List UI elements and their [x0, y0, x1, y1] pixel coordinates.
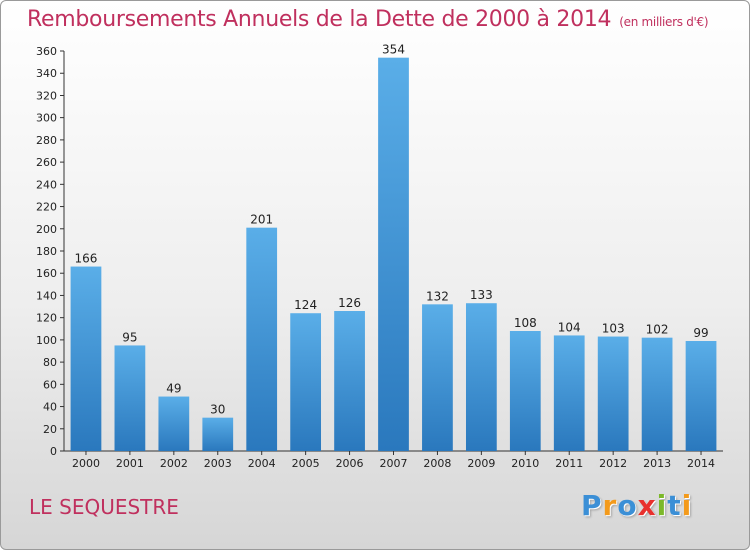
logo-letter: x	[637, 489, 657, 522]
bar-value-label: 126	[338, 296, 361, 310]
chart-unit: (en milliers d'€)	[619, 15, 709, 29]
x-tick-label: 2008	[423, 457, 451, 470]
bar-value-label: 99	[693, 326, 708, 340]
bar-value-label: 132	[426, 289, 449, 303]
x-tick-label: 2006	[336, 457, 364, 470]
y-tick-label: 280	[36, 134, 57, 147]
bar	[378, 57, 409, 452]
x-tick-label: 2009	[467, 457, 495, 470]
commune-name: LE SEQUESTRE	[29, 495, 179, 519]
bar-value-label: 108	[514, 316, 537, 330]
y-tick-label: 60	[43, 378, 57, 391]
y-tick-label: 180	[36, 245, 57, 258]
chart-bars	[70, 57, 717, 452]
bar-value-label: 201	[250, 213, 273, 227]
y-tick-label: 20	[43, 423, 57, 436]
y-tick-label: 160	[36, 267, 57, 280]
x-tick-label: 2002	[160, 457, 188, 470]
y-tick-label: 40	[43, 401, 57, 414]
bar	[70, 266, 102, 451]
logo-letter: t	[667, 489, 682, 522]
x-tick-label: 2012	[599, 457, 627, 470]
x-tick-label: 2003	[204, 457, 232, 470]
bar-value-label: 102	[646, 323, 669, 337]
chart-title-text: Remboursements Annuels de la Dette de 20…	[27, 7, 612, 32]
bar	[334, 311, 365, 451]
x-tick-label: 2014	[687, 457, 715, 470]
chart-labels: 166 2000 95 2001 49 2002 30 2003 201 2004 124 2005 1…	[72, 43, 715, 470]
y-tick-label: 200	[36, 223, 57, 236]
y-tick-label: 100	[36, 334, 57, 347]
bar	[246, 227, 278, 451]
bar	[509, 331, 541, 451]
bar-value-label: 104	[558, 320, 581, 334]
logo-letter: i	[681, 489, 693, 522]
x-tick-label: 2005	[292, 457, 320, 470]
y-tick-label: 0	[50, 445, 57, 458]
x-tick-label: 2004	[248, 457, 276, 470]
y-tick-label: 360	[36, 45, 57, 58]
x-tick-label: 2013	[643, 457, 671, 470]
bar	[290, 313, 322, 451]
chart-title: Remboursements Annuels de la Dette de 20…	[27, 7, 709, 32]
bar-value-label: 124	[294, 298, 317, 312]
bar	[641, 337, 673, 451]
bar	[114, 345, 146, 451]
x-tick-label: 2000	[72, 457, 100, 470]
bar-value-label: 49	[166, 382, 181, 396]
bar-value-label: 133	[470, 288, 493, 302]
logo-letter: r	[602, 489, 618, 522]
y-tick-label: 80	[43, 356, 57, 369]
bar-value-label: 166	[75, 252, 98, 266]
y-tick-label: 220	[36, 201, 57, 214]
bar	[465, 303, 497, 451]
y-tick-label: 300	[36, 112, 57, 125]
bar-value-label: 103	[602, 322, 625, 336]
x-tick-label: 2010	[511, 457, 539, 470]
bar-value-label: 30	[210, 403, 225, 417]
x-tick-label: 2011	[555, 457, 583, 470]
x-tick-label: 2007	[380, 457, 408, 470]
y-tick-label: 320	[36, 89, 57, 102]
bar	[202, 417, 234, 451]
bar	[685, 341, 717, 451]
y-tick-label: 140	[36, 289, 57, 302]
y-tick-label: 240	[36, 178, 57, 191]
logo-letter: i	[656, 489, 668, 522]
bar	[597, 336, 629, 451]
bar-value-label: 354	[382, 43, 405, 57]
x-tick-label: 2001	[116, 457, 144, 470]
y-tick-label: 340	[36, 67, 57, 80]
bar	[553, 335, 585, 451]
logo-letter: P	[581, 489, 603, 522]
bar	[158, 396, 190, 451]
bar-value-label: 95	[122, 330, 137, 344]
proxiti-logo: Proxiti	[581, 489, 692, 522]
chart-axes: 0 20 40 60 80 100 120 140 160 180 200 220 240 260 280 3…	[36, 45, 723, 458]
logo-letter: o	[617, 489, 638, 522]
bar	[422, 304, 453, 451]
y-tick-label: 260	[36, 156, 57, 169]
y-tick-label: 120	[36, 312, 57, 325]
